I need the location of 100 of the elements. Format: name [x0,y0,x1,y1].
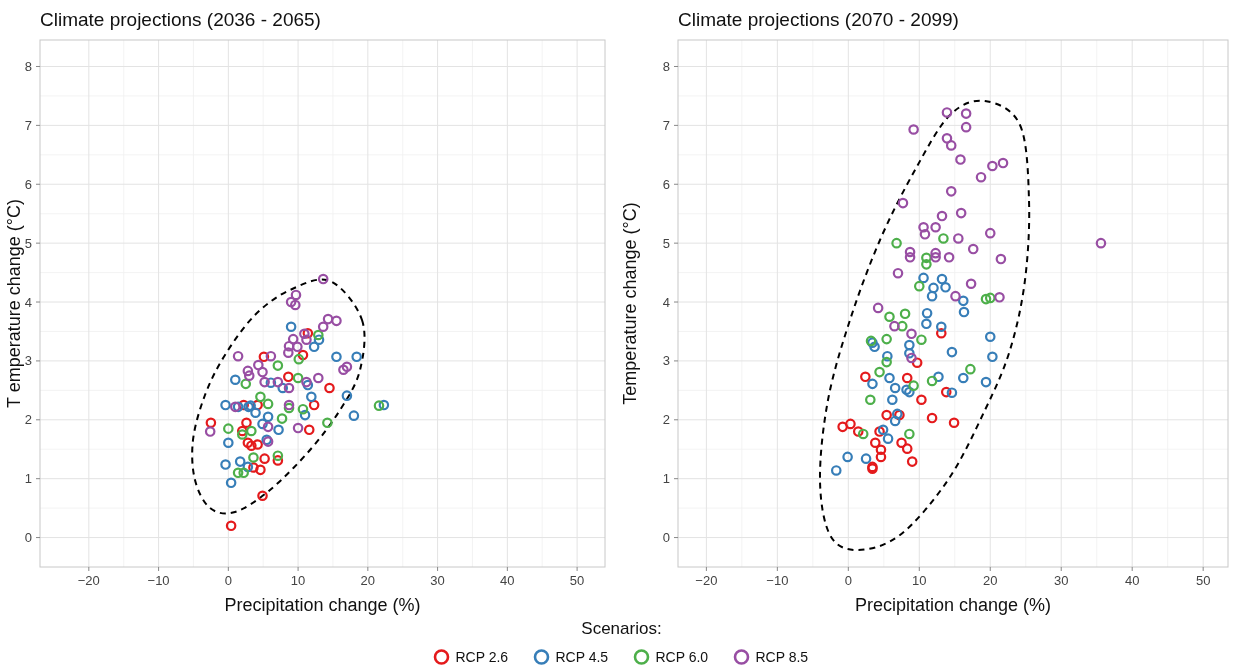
point [250,407,261,419]
point [223,437,234,449]
point [882,433,894,444]
point [331,351,342,363]
chart-title: Climate projections (2036 - 2065) [40,9,321,30]
point [306,391,317,403]
point [236,425,248,437]
point [297,403,309,415]
y-tick-label: 7 [24,117,32,133]
point [881,356,892,368]
point [884,311,895,323]
point [242,437,254,449]
point [230,374,241,386]
point [980,293,992,305]
x-tick-label: −20 [695,573,718,588]
point [916,334,927,346]
point [324,382,335,394]
point [341,361,353,373]
point [928,282,939,294]
point [259,453,270,464]
point [240,378,252,390]
x-tick-label: 20 [983,573,998,588]
point [938,233,949,244]
point [872,302,884,314]
y-tick-label: 5 [24,235,32,251]
x-tick-label: 30 [430,573,445,588]
point [958,306,970,318]
point [257,366,268,378]
point [273,424,284,436]
point [874,366,885,378]
point [341,390,353,401]
y-tick-label: 0 [24,530,32,546]
point [984,292,996,304]
point [957,372,969,384]
point [225,477,237,489]
point [283,371,294,383]
y-tick-label: 1 [24,471,32,487]
point [897,197,909,209]
point [830,465,842,476]
point [246,425,257,437]
point [223,423,234,434]
point [941,133,953,144]
point [908,380,919,391]
point [313,372,324,384]
point [889,415,901,427]
point [242,461,254,473]
point [874,426,885,437]
point [901,443,913,454]
point [842,451,853,463]
point [935,321,947,333]
x-tick-label: 40 [1124,573,1140,588]
point [941,107,953,118]
point [292,372,304,384]
point [322,313,334,325]
x-tick-label: 30 [1053,573,1069,588]
point [242,365,254,377]
point [322,417,333,429]
y-tick-label: 4 [662,294,670,310]
point [896,437,907,449]
point [926,290,938,302]
point [303,424,315,436]
point [889,320,900,332]
point [243,370,255,381]
point [308,341,320,353]
point [926,412,938,424]
point [290,299,301,311]
point [845,418,856,430]
point [238,399,249,411]
point [297,349,309,361]
point [881,333,892,345]
point [960,121,972,133]
point [248,462,259,473]
point [257,490,268,502]
x-tick-label: 50 [569,573,585,588]
point [373,400,385,411]
point [940,386,952,398]
point [936,273,948,285]
point [299,409,311,421]
point [875,451,887,463]
point [950,290,961,302]
point [277,382,289,394]
point [299,328,310,340]
point [994,292,1005,303]
x-tick-label: 40 [500,573,515,588]
point [984,227,996,239]
point [967,243,979,255]
point [232,350,244,362]
point [889,382,901,394]
point [904,428,915,440]
x-tick-label: 0 [224,573,232,588]
point [884,372,895,384]
x-tick-label: 20 [360,573,376,588]
point [987,160,998,172]
x-tick-label: −10 [147,573,170,588]
point [946,346,958,358]
y-tick-label: 0 [662,530,670,546]
point [292,422,304,434]
y-tick-label: 7 [662,117,670,133]
x-tick-label: 50 [1195,573,1211,588]
point [891,237,902,249]
